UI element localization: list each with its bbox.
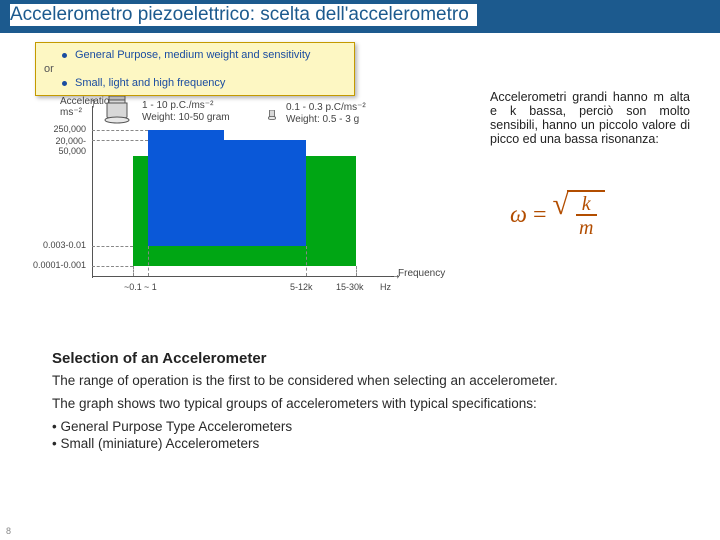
legend-item-1: General Purpose, medium weight and sensi… <box>75 49 310 61</box>
dashed-line <box>148 246 149 276</box>
dashed-line <box>92 140 148 141</box>
equals: = <box>533 202 547 229</box>
blue-region <box>148 140 306 246</box>
lower-li1: General Purpose Type Accelerometers <box>52 419 652 434</box>
x-tick: 15-30k <box>336 282 364 292</box>
legend-row-2: Small, light and high frequency <box>44 77 346 89</box>
lower-p1: The range of operation is the first to b… <box>52 373 652 390</box>
lower-text: Selection of an Accelerometer The range … <box>52 350 652 453</box>
bullet-icon <box>62 81 67 86</box>
legend-item-2: Small, light and high frequency <box>75 77 225 89</box>
omega: ω <box>510 202 527 229</box>
legend-row-1: General Purpose, medium weight and sensi… <box>44 49 346 61</box>
callout-left: 1 - 10 p.C./ms⁻² Weight: 10-50 gram <box>142 100 230 124</box>
side-paragraph: Accelerometri grandi hanno m alta e k ba… <box>490 90 690 146</box>
fraction: k m <box>573 194 599 240</box>
y-tick: 0.003-0.01 <box>28 240 86 250</box>
blue-region-tab <box>148 130 224 140</box>
x-tick: ~ 1 <box>144 282 157 292</box>
dashed-line <box>356 266 357 276</box>
dashed-line <box>92 130 148 131</box>
page-number: 8 <box>6 526 11 536</box>
lower-p2: The graph shows two typical groups of ac… <box>52 396 652 413</box>
bullet-icon <box>62 53 67 58</box>
lower-li2: Small (miniature) Accelerometers <box>52 436 652 451</box>
y-tick: 20,000-50,000 <box>28 136 86 156</box>
dashed-line <box>92 266 133 267</box>
slide-title: Accelerometro piezoelettrico: scelta del… <box>10 4 477 26</box>
lower-heading: Selection of an Accelerometer <box>52 350 652 367</box>
legend-or: or <box>44 63 346 75</box>
accelerometer-small-icon <box>268 110 276 121</box>
x-axis-label: Frequency <box>398 268 445 279</box>
x-tick: ~0.1 <box>124 282 142 292</box>
accelerometer-large-icon <box>103 96 131 126</box>
y-tick: 0.0001-0.001 <box>28 260 86 270</box>
formula: ω = √ k m <box>510 190 605 240</box>
dashed-line <box>133 266 134 276</box>
dashed-line <box>92 246 133 247</box>
x-axis <box>92 276 394 277</box>
dashed-line <box>306 246 307 276</box>
legend-box: General Purpose, medium weight and sensi… <box>35 42 355 96</box>
y-tick: 250,000 <box>28 124 86 134</box>
x-tick: 5-12k <box>290 282 313 292</box>
callout-right: 0.1 - 0.3 p.C/ms⁻² Weight: 0.5 - 3 g <box>286 102 366 126</box>
square-root: √ k m <box>553 190 606 240</box>
x-tick: Hz <box>380 282 391 292</box>
chart: Acceleration ms⁻² ↑ → 250,000 20,000-50,… <box>28 100 428 310</box>
y-axis <box>92 106 93 278</box>
